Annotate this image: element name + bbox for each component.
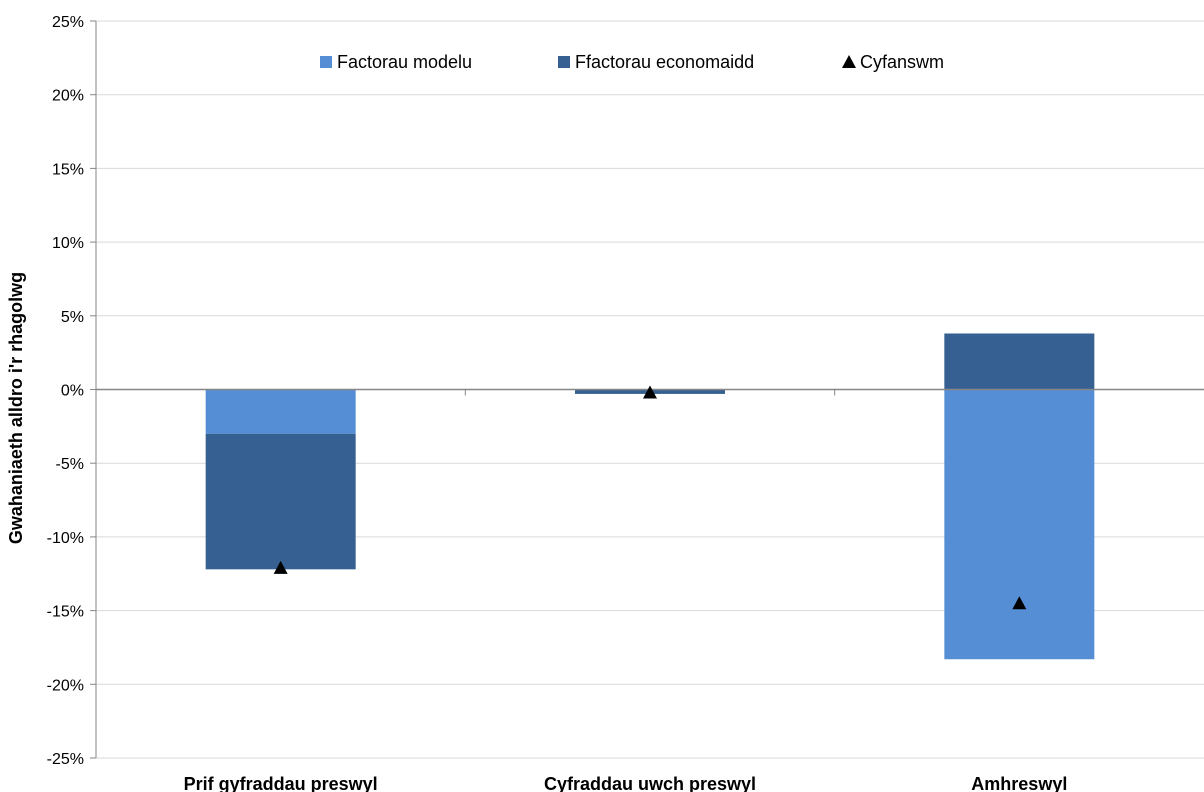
x-category-label: Cyfraddau uwch preswyl [544, 774, 756, 792]
x-category-label: Amhreswyl [971, 774, 1067, 792]
y-tick-label: -10% [47, 530, 84, 547]
legend-label: Ffactorau economaidd [575, 52, 754, 72]
legend-item: Ffactorau economaidd [558, 52, 754, 72]
y-tick-labels: 25% 20% 15% 10% 5% 0% -5% -10% -15% -20% -25% [47, 14, 84, 768]
x-category-label: Prif gyfraddau preswyl [184, 774, 378, 792]
y-tick-label: 5% [61, 309, 84, 326]
y-tick-label: -25% [47, 751, 84, 768]
legend-item: Cyfanswm [842, 52, 944, 72]
legend-swatch [320, 56, 332, 68]
legend-triangle-icon [842, 55, 856, 68]
x-category-labels: Prif gyfraddau preswyl Cyfraddau uwch pre… [184, 774, 1068, 792]
y-tick-label: 20% [52, 88, 84, 105]
y-tick-label: -20% [47, 677, 84, 694]
y-tick-label: 15% [52, 161, 84, 178]
bar-segment [944, 389, 1095, 660]
bar-segment [205, 389, 356, 434]
y-tick-label: -15% [47, 604, 84, 621]
legend-item: Factorau modelu [320, 52, 472, 72]
total-marker [1012, 596, 1027, 610]
bars [205, 333, 1095, 660]
y-tick-label: 25% [52, 14, 84, 31]
y-tick-label: -5% [56, 456, 84, 473]
total-marker [643, 385, 657, 399]
y-tick-label: 0% [61, 383, 84, 400]
y-tick-label: 10% [52, 235, 84, 252]
y-axis-label: Gwahaniaeth alldro i'r rhagolwg [6, 272, 26, 544]
legend-label: Cyfanswm [860, 52, 944, 72]
bar-segment [944, 333, 1095, 390]
total-marker [273, 560, 288, 574]
legend-label: Factorau modelu [337, 52, 472, 72]
total-markers [273, 385, 1027, 610]
bar-segment [205, 433, 356, 570]
legend-swatch [558, 56, 570, 68]
legend: Factorau modelu Ffactorau economaidd Cyfan… [320, 52, 944, 72]
